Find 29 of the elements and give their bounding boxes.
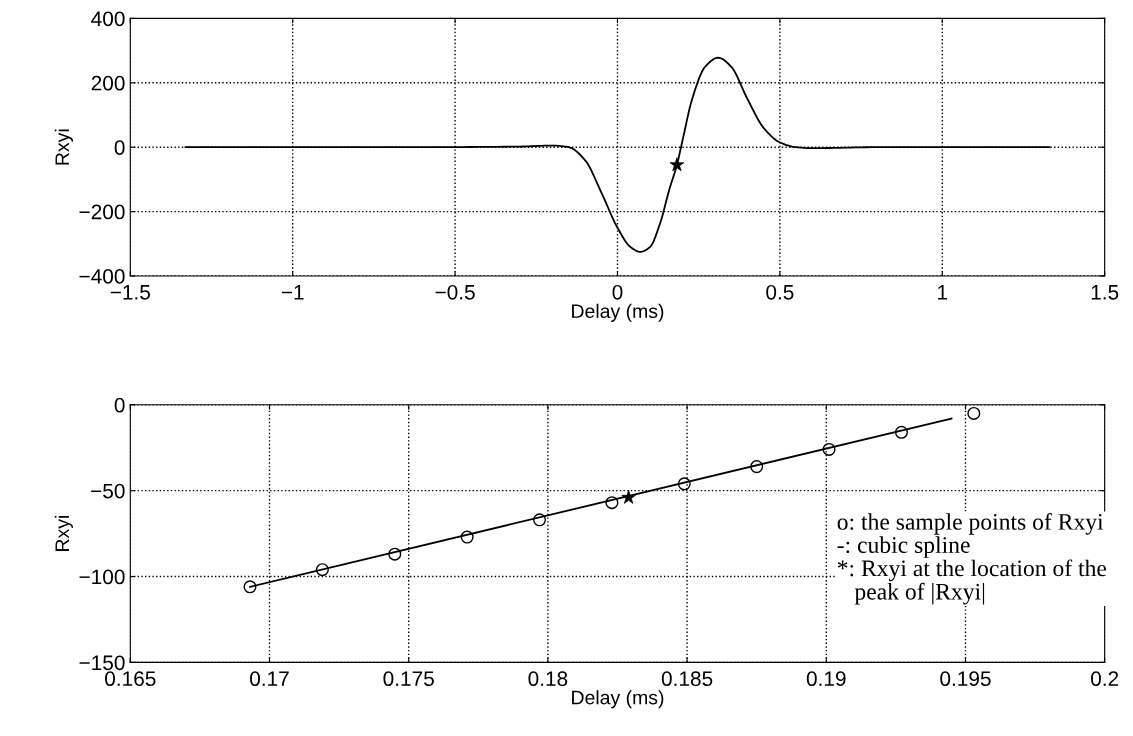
y-tick-label: −100 [79,569,125,585]
y-tick-label: 200 [91,75,125,91]
y-tick-label: −150 [79,655,125,671]
y-axis-title: Rxyi [54,129,73,165]
x-tick-label: 0.165 [105,671,156,687]
x-tick-label: 0 [612,284,623,300]
y-tick-label: −50 [91,483,125,499]
x-axis-title: Delay (ms) [572,690,664,709]
x-tick-label: −1.5 [110,285,150,300]
x-tick-label: 1.5 [1091,285,1119,300]
y-tick-label: −200 [79,204,125,220]
x-tick-label: 0.17 [250,671,289,687]
y-axis-title: Rxyi [54,516,73,551]
x-tick-label: 0.5 [766,284,794,300]
x-tick-label: 0.195 [940,671,991,687]
annotation: o: the sample points of Rxyi -: cubic spline *: Rxyi at the location of the peak of |Rxyi| [837,512,1107,605]
x-tick-label: 0.2 [1091,671,1119,687]
x-tick-label: 0.19 [806,671,846,687]
y-tick-label: 0 [114,140,125,155]
x-axis-title: Delay (ms) [572,303,664,322]
x-tick-label: −1 [281,285,304,300]
y-tick-label: −400 [79,269,125,284]
x-tick-label: 0.185 [661,671,713,687]
x-tick-label: 0.175 [383,671,434,687]
y-tick-label: 0 [114,397,125,413]
y-tick-label: 400 [91,11,125,27]
x-tick-label: 1 [938,285,948,300]
x-tick-label: −0.5 [435,284,475,300]
x-tick-label: 0.18 [528,671,568,687]
